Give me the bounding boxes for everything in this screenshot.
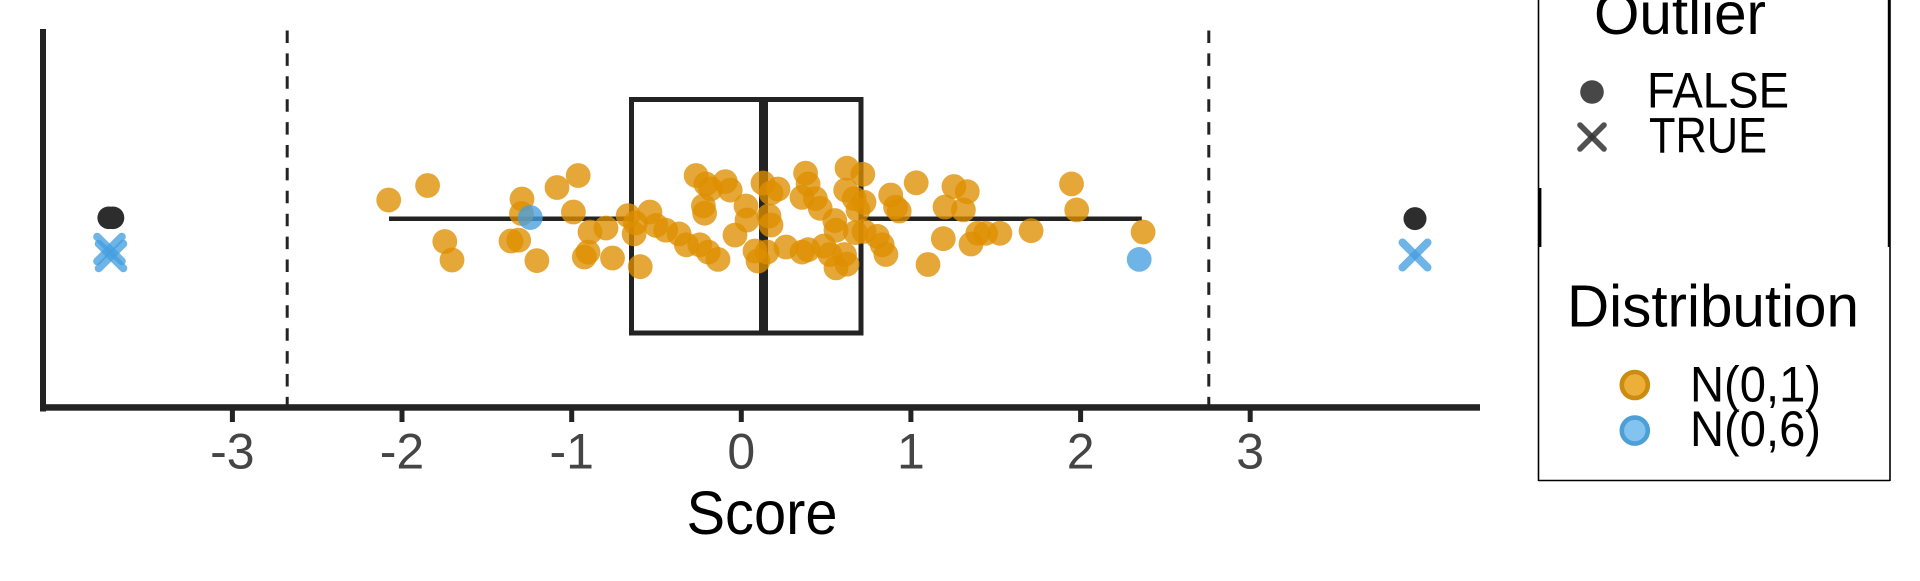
svg-text:3: 3 <box>1236 424 1264 480</box>
svg-text:Outlier: Outlier <box>1594 0 1766 47</box>
svg-text:TRUE: TRUE <box>1649 108 1767 164</box>
svg-text:Score: Score <box>687 479 838 547</box>
svg-text:1: 1 <box>897 424 925 480</box>
svg-text:-1: -1 <box>549 424 593 480</box>
svg-text:2: 2 <box>1067 424 1095 480</box>
svg-text:N(0,1): N(0,1) <box>1690 357 1821 413</box>
svg-text:-3: -3 <box>210 424 254 480</box>
svg-text:N(0,6): N(0,6) <box>1690 401 1821 457</box>
svg-text:FALSE: FALSE <box>1647 63 1789 119</box>
svg-text:Distribution: Distribution <box>1567 274 1859 340</box>
svg-text:0: 0 <box>727 424 755 480</box>
svg-text:-2: -2 <box>380 424 424 480</box>
